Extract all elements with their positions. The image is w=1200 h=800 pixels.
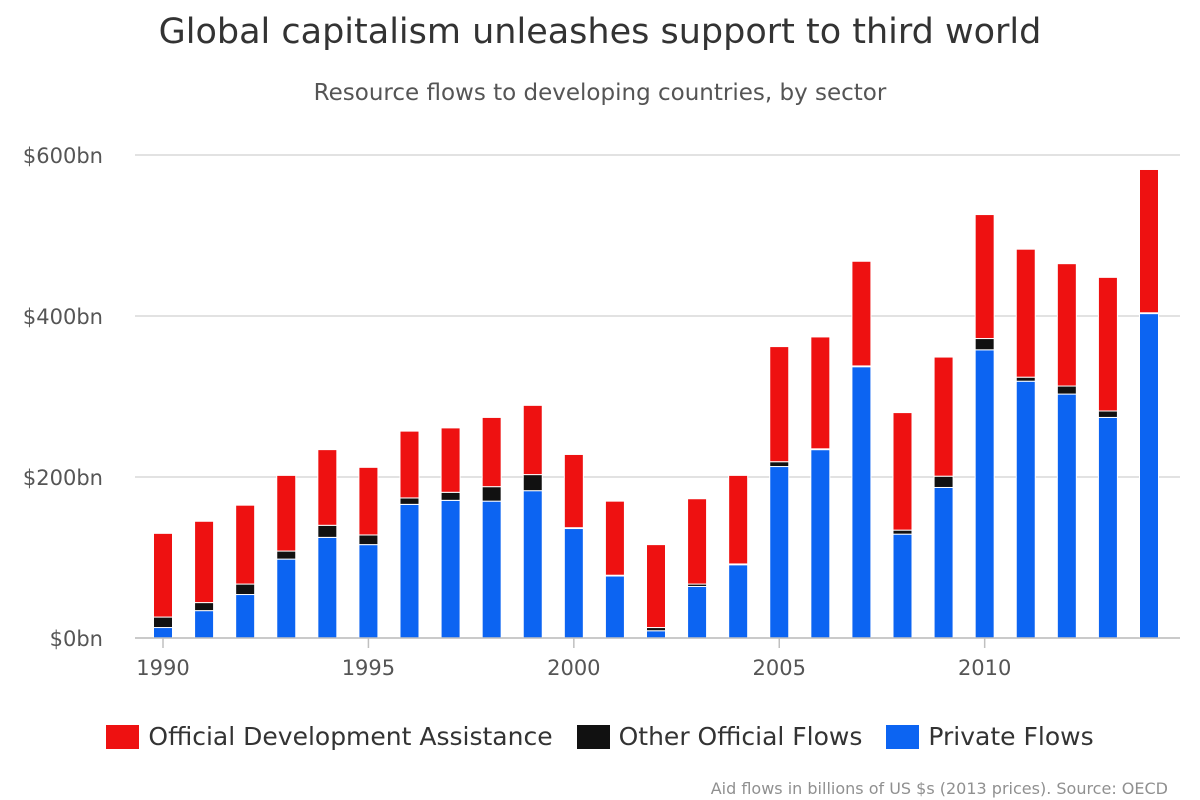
chart-subtitle: Resource flows to developing countries, … (313, 80, 887, 106)
y-tick-label: $600bn (23, 144, 103, 168)
bar-segment (235, 583, 256, 596)
bar-segment (933, 356, 954, 477)
y-tick-label: $200bn (23, 466, 103, 490)
bar-segment (522, 404, 543, 476)
legend-label-private: Private Flows (928, 722, 1094, 751)
bar-segment (399, 503, 420, 639)
bar-segment (1015, 376, 1036, 382)
bar-segment (481, 486, 502, 502)
bar-segment (153, 627, 173, 639)
bar-segment (1056, 393, 1077, 639)
legend-swatch-private (886, 724, 920, 749)
bar-segment (687, 498, 708, 585)
bar-segment (358, 466, 379, 536)
bar-segment (728, 474, 749, 565)
bar-segment (1139, 168, 1159, 314)
y-tick-label: $0bn (50, 627, 103, 651)
legend-label-oof: Other Official Flows (618, 722, 863, 751)
bar-segment (1097, 276, 1118, 412)
bar-segment (1015, 248, 1036, 378)
bar-segment (769, 461, 790, 468)
bar-segment (440, 491, 461, 501)
bar-segment (522, 474, 543, 492)
bar-segment (1056, 385, 1077, 395)
bar-segment (276, 474, 297, 552)
bar-segment (892, 533, 913, 639)
bar-segment (1097, 410, 1118, 418)
legend: Official Development Assistance Other Of… (0, 722, 1200, 751)
bar-segment (194, 520, 215, 604)
legend-item-oda[interactable]: Official Development Assistance (106, 722, 553, 751)
legend-swatch-oof (576, 724, 610, 749)
x-tick-label: 1990 (136, 656, 189, 680)
bar-segment (235, 594, 256, 639)
bar-segment (276, 558, 297, 639)
bar-segment (974, 349, 995, 639)
bar-segment (399, 497, 420, 505)
bar-segment (892, 529, 913, 535)
bar-segment (933, 486, 954, 639)
bar-segment (399, 430, 420, 499)
x-tick-label: 2005 (753, 656, 806, 680)
bar-segment (153, 532, 173, 618)
bar-segment (1139, 313, 1159, 639)
bar-segment (604, 500, 625, 576)
legend-swatch-oda (106, 724, 140, 749)
chart-title: Global capitalism unleashes support to t… (158, 12, 1042, 52)
bar-segment (522, 490, 543, 639)
bar-segment (974, 338, 995, 351)
bar-segment (810, 336, 831, 450)
bar-segment (317, 536, 338, 639)
bar-segment (481, 416, 502, 488)
bar-segment (851, 260, 872, 367)
bar-segment (1015, 380, 1036, 639)
source-credits: Aid flows in billions of US $s (2013 pri… (710, 779, 1168, 798)
bar-segment (646, 630, 666, 639)
bar-segment (563, 453, 584, 529)
bar-segment (153, 616, 173, 629)
bar-segment (974, 214, 995, 340)
bar-segment (358, 534, 379, 546)
bar-segment (481, 500, 502, 639)
bar-segment (933, 475, 954, 488)
x-tick-label: 2000 (547, 656, 600, 680)
legend-item-oof[interactable]: Other Official Flows (576, 722, 863, 751)
bar-segment (892, 412, 913, 531)
bar-segment (276, 550, 297, 560)
bar-segment (317, 449, 338, 526)
bar-segment (646, 544, 666, 629)
bar-segment (687, 585, 708, 639)
bar-segment (194, 610, 215, 639)
bar-segment (728, 564, 749, 639)
y-tick-label: $400bn (23, 305, 103, 329)
bar-segment (194, 602, 215, 612)
bar-segment (358, 544, 379, 639)
bar-segment (851, 366, 872, 639)
legend-item-private[interactable]: Private Flows (886, 722, 1094, 751)
x-tick-label: 1995 (342, 656, 395, 680)
bar-segment (769, 346, 790, 463)
bar-segment (235, 504, 256, 585)
bar-segment (1056, 263, 1077, 387)
bar-segment (440, 499, 461, 639)
bar-segment (810, 449, 831, 639)
bar-segment (440, 427, 461, 493)
bar-segment (317, 524, 338, 538)
bar-segment (563, 528, 584, 639)
legend-label-oda: Official Development Assistance (148, 722, 553, 751)
bar-segment (604, 575, 625, 639)
x-tick-label: 2010 (958, 656, 1011, 680)
bar-segment (769, 466, 790, 639)
bar-segment (1097, 416, 1118, 639)
